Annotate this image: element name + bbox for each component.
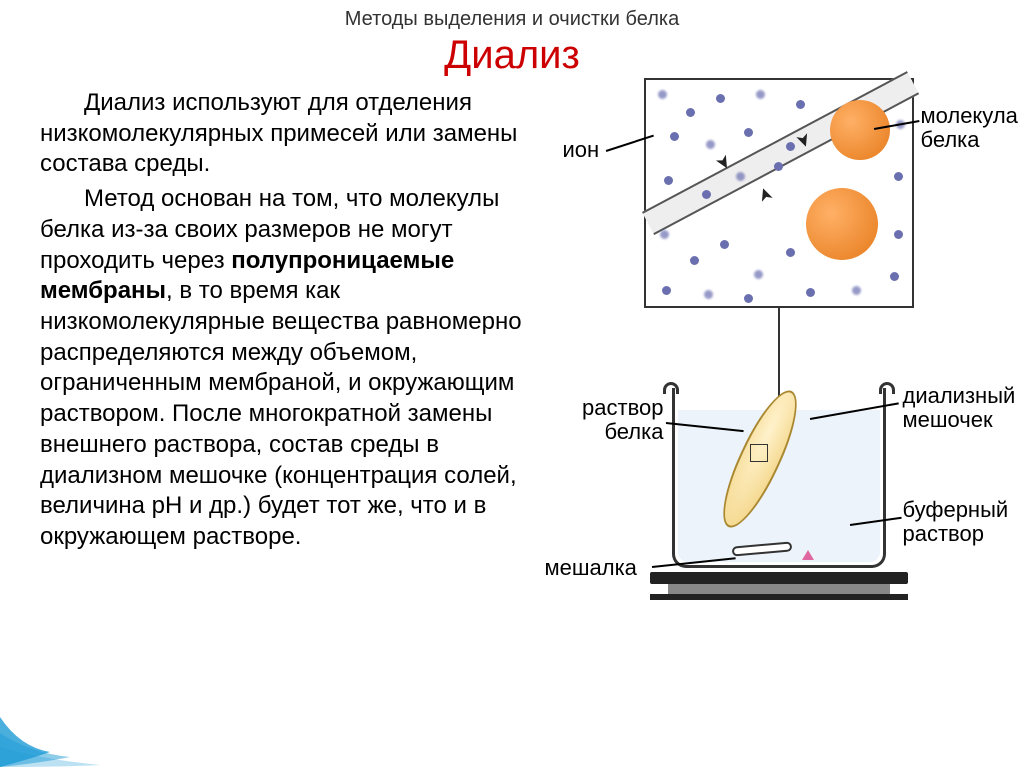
label-buffer: буферный раствор xyxy=(902,498,1014,546)
label-ion: ион xyxy=(562,138,599,162)
ion-particle xyxy=(806,288,815,297)
ion-particle xyxy=(704,290,713,299)
label-bag: диализный мешочек xyxy=(902,384,1015,432)
label-solution-text: раствор белка xyxy=(582,395,663,444)
ion-particle xyxy=(852,286,861,295)
paragraph-2: Метод основан на том, что молекулы белка… xyxy=(40,184,544,553)
ion-particle xyxy=(774,162,783,171)
protein-molecule xyxy=(830,100,890,160)
ion-particle xyxy=(664,176,673,185)
label-protein-text: молекула белка xyxy=(920,103,1017,152)
stirrer-base xyxy=(650,594,908,600)
ion-particle xyxy=(890,272,899,281)
stirrer-top xyxy=(650,572,908,584)
ion-particle xyxy=(658,90,667,99)
p1-text: Диализ используют для отделения низкомол… xyxy=(40,89,517,177)
protein-molecule xyxy=(806,188,878,260)
zoom-box: ➤ ➤ ➤ xyxy=(644,78,914,308)
corner-decoration-icon xyxy=(0,717,100,767)
ion-particle xyxy=(786,248,795,257)
ion-particle xyxy=(720,240,729,249)
ion-particle xyxy=(754,270,763,279)
ion-particle xyxy=(690,256,699,265)
page-title: Диализ xyxy=(0,33,1024,78)
supertitle: Методы выделения и очистки белка xyxy=(0,0,1024,31)
label-bag-text: диализный мешочек xyxy=(902,383,1015,432)
beaker-lip-right xyxy=(879,382,895,394)
ion-particle xyxy=(706,140,715,149)
zoom-indicator xyxy=(750,444,768,462)
paragraph-1: Диализ используют для отделения низкомол… xyxy=(40,88,544,180)
content-area: Диализ используют для отделения низкомол… xyxy=(0,88,1024,557)
ion-particle xyxy=(670,132,679,141)
diagram-column: ➤ ➤ ➤ ион молекула белка раство xyxy=(554,88,1014,557)
ion-particle xyxy=(660,230,669,239)
ion-particle xyxy=(716,94,725,103)
beaker-lip-left xyxy=(663,382,679,394)
ion-particle xyxy=(894,230,903,239)
ion-particle xyxy=(894,172,903,181)
ion-particle xyxy=(662,286,671,295)
ion-particle xyxy=(744,128,753,137)
label-stirrer: мешалка xyxy=(544,556,636,580)
ion-particle xyxy=(796,100,805,109)
ion-particle xyxy=(756,90,765,99)
stirrer-body xyxy=(668,584,890,594)
label-protein: молекула белка xyxy=(920,104,1017,152)
arrow-icon: ➤ xyxy=(754,184,779,205)
p2-c: , в то время как низкомолекулярные вещес… xyxy=(40,277,522,550)
ion-particle xyxy=(686,108,695,117)
stir-indicator-icon xyxy=(802,550,814,560)
ion-particle xyxy=(744,294,753,303)
text-column: Диализ используют для отделения низкомол… xyxy=(10,88,554,557)
label-solution: раствор белка xyxy=(548,396,663,444)
label-buffer-text: буферный раствор xyxy=(902,497,1008,546)
